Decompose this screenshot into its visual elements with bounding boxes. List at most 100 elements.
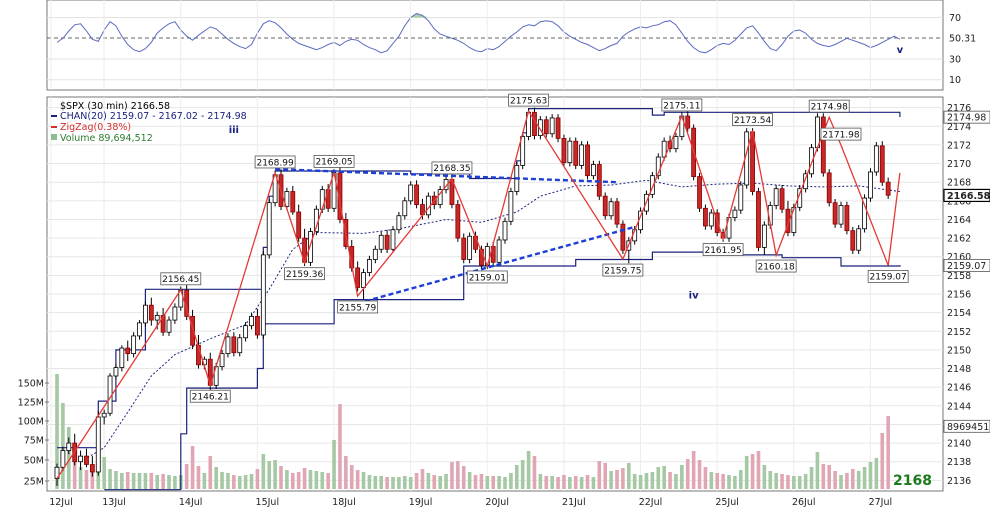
- candle-body: [290, 191, 296, 213]
- volume-bar: [161, 474, 165, 489]
- candle-body: [856, 228, 862, 251]
- volume-bar: [750, 454, 755, 489]
- volume-bar: [444, 474, 448, 489]
- volume-bar: [361, 472, 366, 489]
- price-badge: 2166.58: [947, 191, 990, 202]
- rsi-tick-label: 10: [949, 75, 961, 86]
- zigzag-value-label: 2174.98: [811, 102, 848, 112]
- candle-body: [402, 200, 408, 217]
- volume-bar: [84, 470, 89, 489]
- candle-body: [732, 209, 738, 219]
- volume-bar: [850, 469, 855, 489]
- candle-body: [490, 246, 496, 263]
- volume-bar: [461, 466, 466, 489]
- zigzag-value-label: 2159.75: [604, 266, 641, 276]
- volume-bar: [467, 472, 472, 489]
- price-panel: 2176217421722170216821662164216221602158…: [18, 93, 990, 508]
- volume-bar: [473, 475, 478, 489]
- volume-bar: [72, 461, 77, 489]
- volume-bar: [414, 473, 419, 489]
- volume-bar: [402, 476, 407, 489]
- volume-bar: [856, 471, 861, 489]
- volume-bar: [237, 476, 242, 489]
- volume-bar: [90, 471, 95, 489]
- volume-bar: [302, 468, 307, 489]
- volume-bar: [243, 475, 248, 489]
- candle-body: [231, 336, 237, 354]
- candle-body: [579, 144, 585, 166]
- wave-label: iii: [229, 125, 239, 136]
- volume-bar: [833, 471, 837, 489]
- candle-body: [89, 464, 95, 473]
- candle-body: [60, 450, 66, 468]
- candle-body: [773, 188, 779, 206]
- price-tick-label: 2140: [947, 439, 971, 450]
- volume-bar: [456, 461, 460, 489]
- volume-bar: [786, 475, 790, 489]
- candle-body: [337, 172, 343, 220]
- zigzag-value-box: [284, 267, 325, 281]
- volume-bar: [538, 474, 543, 489]
- volume-bar: [267, 461, 272, 489]
- volume-bar: [656, 467, 661, 489]
- candle-body: [148, 304, 154, 321]
- candle-body: [78, 455, 83, 463]
- volume-tick-label: 150M: [18, 379, 44, 390]
- volume-bar: [332, 440, 336, 489]
- volume-bar: [526, 451, 531, 489]
- x-axis-label: 20Jul: [485, 497, 509, 508]
- candle-body: [826, 172, 832, 204]
- volume-bar: [638, 475, 643, 489]
- price-tick-label: 2172: [947, 140, 971, 151]
- candle-body: [113, 367, 119, 377]
- candle-body: [520, 136, 526, 166]
- volume-bar: [308, 470, 313, 489]
- candle-body: [761, 224, 767, 248]
- volume-bar: [756, 451, 761, 489]
- volume-bar: [273, 460, 277, 489]
- volume-bar: [184, 464, 189, 489]
- candle-body: [408, 184, 414, 202]
- x-axis-label: 12Jul: [49, 497, 73, 508]
- volume-bar: [285, 470, 289, 489]
- volume-bar: [261, 454, 266, 489]
- volume-bar: [491, 476, 496, 489]
- price-tick-label: 2148: [947, 364, 971, 375]
- candle-body: [508, 191, 514, 222]
- zigzag-value-box: [661, 98, 703, 112]
- candle-body: [703, 207, 708, 227]
- candle-body: [685, 115, 691, 129]
- x-axis-label: 21Jul: [562, 497, 586, 508]
- candle-body: [779, 188, 785, 210]
- candle-body: [844, 205, 850, 232]
- volume-bar: [432, 475, 437, 489]
- volume-bar: [827, 465, 832, 489]
- zigzag-value-box: [867, 269, 909, 283]
- volume-bar: [344, 456, 348, 489]
- candle-body: [862, 197, 867, 230]
- volume-bar: [279, 466, 283, 489]
- candle-body: [555, 117, 561, 139]
- candle-body: [496, 239, 502, 263]
- zigzag-value-box: [820, 127, 862, 141]
- x-axis-label: 14Jul: [179, 497, 203, 508]
- volume-bar: [408, 477, 413, 489]
- candle-body: [166, 319, 172, 333]
- volume-bar: [774, 473, 778, 489]
- volume-bar: [226, 473, 230, 489]
- volume-tick-label: 100M: [18, 417, 44, 428]
- volume-bar: [520, 460, 525, 489]
- volume-bar: [503, 477, 507, 489]
- volume-bar: [662, 466, 666, 489]
- candle-body: [308, 231, 313, 263]
- volume-tick-label: 50M: [24, 456, 44, 467]
- candle-body: [803, 173, 809, 190]
- volume-bar: [249, 474, 254, 489]
- volume-bar: [744, 456, 749, 489]
- rsi-frame: [46, 0, 944, 91]
- zigzag-value-box: [431, 161, 473, 175]
- volume-bar: [326, 473, 330, 489]
- candle-body: [143, 304, 148, 324]
- x-axis-label: 18Jul: [332, 497, 356, 508]
- candle-body: [119, 347, 125, 369]
